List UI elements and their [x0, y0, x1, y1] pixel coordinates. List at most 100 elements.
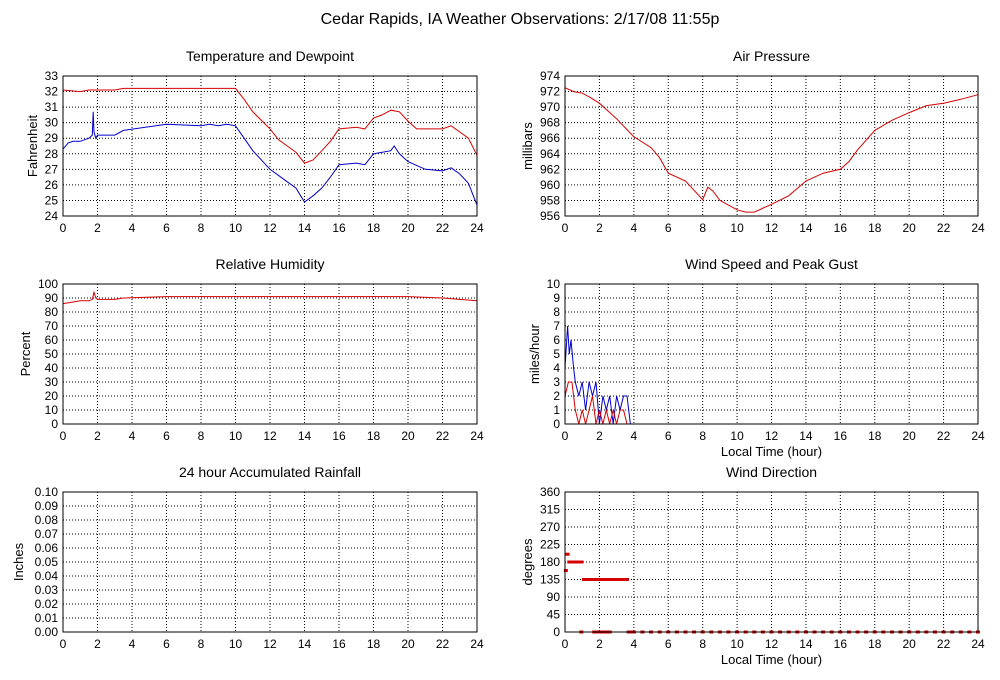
- y-tick-label: 972: [540, 85, 560, 99]
- x-tick-label: 24: [971, 637, 985, 651]
- x-tick-label: 20: [401, 429, 415, 443]
- y-tick-label: 9: [553, 291, 560, 305]
- y-axis-label: Inches: [11, 542, 26, 581]
- x-tick-label: 22: [937, 221, 951, 235]
- x-tick-label: 14: [298, 429, 312, 443]
- plot-frame: [564, 75, 979, 217]
- x-tick-label: 0: [562, 637, 569, 651]
- y-tick-label: 360: [540, 485, 560, 499]
- y-tick-label: 0.03: [35, 583, 59, 597]
- x-tick-label: 20: [902, 429, 916, 443]
- x-tick-label: 12: [263, 429, 277, 443]
- x-tick-label: 16: [834, 637, 848, 651]
- x-tick-label: 10: [229, 429, 243, 443]
- y-axis-label: Fahrenheit: [25, 115, 40, 178]
- y-tick-label: 315: [540, 503, 560, 517]
- data-point: [563, 569, 568, 573]
- y-tick-label: 0.07: [35, 527, 59, 541]
- y-tick-label: 974: [540, 69, 560, 83]
- y-tick-label: 0.01: [35, 611, 59, 625]
- y-axis-label: Percent: [18, 331, 33, 376]
- y-tick-label: 960: [540, 178, 560, 192]
- x-tick-label: 4: [630, 429, 637, 443]
- x-tick-label: 6: [163, 637, 170, 651]
- y-tick-label: 24: [45, 209, 59, 223]
- x-tick-label: 0: [562, 429, 569, 443]
- plot-frame: [564, 283, 979, 425]
- x-tick-label: 2: [596, 637, 603, 651]
- y-tick-label: 964: [540, 147, 560, 161]
- x-tick-label: 20: [902, 637, 916, 651]
- chart-title: Wind Direction: [726, 464, 817, 480]
- x-tick-label: 0: [60, 429, 67, 443]
- y-tick-label: 25: [45, 193, 59, 207]
- y-tick-label: 6: [553, 333, 560, 347]
- series-line-blue: [564, 325, 978, 425]
- series-line-red: [564, 87, 979, 213]
- y-tick-label: 32: [45, 85, 59, 99]
- x-tick-label: 8: [699, 637, 706, 651]
- plot-frame: [62, 283, 478, 425]
- y-tick-label: 958: [540, 193, 560, 207]
- x-tick-label: 6: [665, 637, 672, 651]
- y-tick-label: 40: [45, 361, 59, 375]
- x-tick-label: 18: [367, 429, 381, 443]
- x-tick-label: 18: [868, 221, 882, 235]
- y-tick-label: 225: [540, 538, 560, 552]
- y-tick-label: 8: [553, 305, 560, 319]
- x-tick-label: 6: [163, 221, 170, 235]
- x-tick-label: 18: [868, 637, 882, 651]
- y-tick-label: 10: [547, 277, 561, 291]
- y-tick-label: 31: [45, 100, 59, 114]
- y-axis-label: miles/hour: [527, 323, 542, 384]
- plot-frame: [564, 491, 979, 633]
- x-axis-label: Local Time (hour): [721, 444, 822, 459]
- x-tick-label: 14: [298, 637, 312, 651]
- y-tick-label: 0.10: [35, 485, 59, 499]
- x-tick-label: 24: [470, 637, 484, 651]
- y-tick-label: 70: [45, 319, 59, 333]
- chart-title: Temperature and Dewpoint: [186, 48, 354, 64]
- y-tick-label: 0.08: [35, 513, 59, 527]
- x-tick-label: 12: [765, 429, 779, 443]
- x-tick-label: 0: [562, 221, 569, 235]
- series-line-red: [62, 290, 478, 305]
- y-tick-label: 956: [540, 209, 560, 223]
- x-tick-label: 6: [665, 429, 672, 443]
- x-tick-label: 20: [902, 221, 916, 235]
- x-tick-label: 8: [699, 221, 706, 235]
- x-tick-label: 10: [229, 637, 243, 651]
- x-tick-label: 4: [129, 429, 136, 443]
- y-tick-label: 27: [45, 162, 59, 176]
- chart-title: Wind Speed and Peak Gust: [685, 256, 858, 272]
- y-tick-label: 10: [45, 403, 59, 417]
- chart-title: 24 hour Accumulated Rainfall: [179, 464, 361, 480]
- x-tick-label: 14: [799, 637, 813, 651]
- x-tick-label: 12: [765, 221, 779, 235]
- y-tick-label: 0.05: [35, 555, 59, 569]
- y-tick-label: 968: [540, 116, 560, 130]
- x-tick-label: 12: [765, 637, 779, 651]
- x-tick-label: 2: [596, 221, 603, 235]
- x-tick-label: 12: [263, 637, 277, 651]
- x-tick-label: 2: [94, 221, 101, 235]
- x-tick-label: 4: [630, 637, 637, 651]
- y-tick-label: 90: [45, 291, 59, 305]
- data-point: [579, 560, 584, 564]
- x-tick-label: 2: [94, 637, 101, 651]
- y-tick-label: 80: [45, 305, 59, 319]
- series-line-red: [62, 87, 478, 164]
- x-tick-label: 18: [367, 637, 381, 651]
- x-tick-label: 8: [198, 221, 205, 235]
- y-tick-label: 0: [553, 625, 560, 639]
- x-tick-label: 14: [799, 429, 813, 443]
- x-tick-label: 4: [129, 637, 136, 651]
- x-tick-label: 22: [436, 637, 450, 651]
- y-tick-label: 20: [45, 389, 59, 403]
- x-tick-label: 0: [60, 637, 67, 651]
- main-title: Cedar Rapids, IA Weather Observations: 2…: [321, 11, 720, 28]
